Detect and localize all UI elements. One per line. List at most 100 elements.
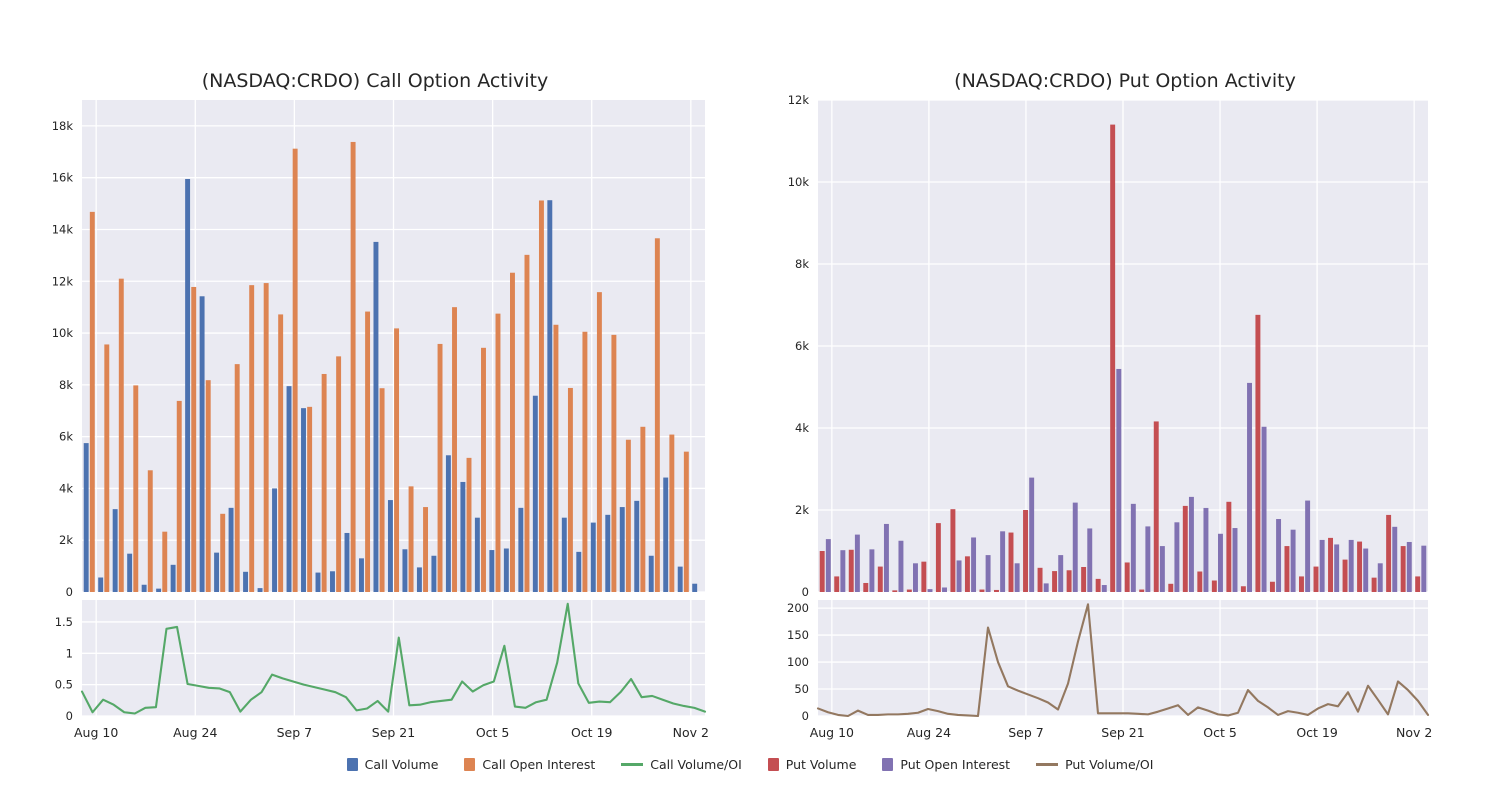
legend-item[interactable]: Put Volume [767, 757, 857, 772]
bar [1269, 581, 1275, 592]
bar [431, 555, 437, 592]
y-tick-label: 6k [59, 430, 73, 444]
bar [1153, 421, 1159, 592]
bar [112, 509, 118, 592]
bar [214, 552, 220, 592]
bar [1319, 539, 1325, 592]
x-tick-label: Sep 21 [1101, 725, 1144, 740]
ratio-line [80, 602, 707, 715]
bar [1197, 571, 1203, 592]
y-tick-label-sub: 200 [787, 601, 809, 615]
bar [510, 272, 515, 592]
bar [1261, 426, 1267, 592]
bar [547, 200, 553, 592]
legend-label: Call Volume/OI [650, 757, 742, 772]
bar [1363, 548, 1369, 592]
y-tick-label-sub: 0 [802, 709, 809, 723]
bar [611, 334, 617, 592]
bar [538, 200, 544, 592]
bar [1328, 537, 1333, 592]
bar [336, 356, 342, 592]
y-tick-label: 4k [59, 481, 73, 495]
legend-item[interactable]: Call Volume/OI [621, 757, 742, 772]
bar [942, 587, 947, 592]
bar [466, 457, 472, 592]
y-tick-label: 2k [59, 533, 73, 547]
bar [481, 347, 486, 592]
put-chart-title: (NASDAQ:CRDO) Put Option Activity [954, 70, 1296, 92]
bar [654, 238, 660, 592]
y-tick-label: 10k [788, 175, 810, 189]
bar [1168, 583, 1174, 592]
y-tick-label: 6k [795, 339, 809, 353]
bar [234, 364, 240, 592]
bar [257, 588, 263, 592]
bar [1139, 589, 1145, 592]
bar [619, 507, 625, 592]
bar [408, 486, 414, 592]
bar [1188, 496, 1194, 592]
bar [553, 324, 559, 592]
bar [176, 400, 182, 592]
chart-legend: Call Volume Call Open Interest Call Volume… [0, 757, 1500, 772]
x-tick-label: Sep 21 [372, 725, 415, 740]
bar [191, 286, 197, 592]
bar [133, 385, 139, 592]
bar [1008, 532, 1014, 592]
bar [1211, 580, 1217, 592]
legend-item[interactable]: Put Open Interest [882, 757, 1010, 772]
bar [147, 470, 153, 592]
bar [228, 507, 234, 592]
legend-label: Call Open Interest [482, 757, 596, 772]
x-tick-label: Sep 7 [277, 725, 313, 740]
bar [840, 550, 846, 592]
y-tick-label: 4k [795, 421, 809, 435]
legend-swatch-icon [882, 758, 894, 771]
legend-item[interactable]: Put Volume/OI [1036, 757, 1153, 772]
bar [89, 211, 95, 592]
bar [503, 548, 509, 592]
bar [104, 344, 110, 592]
y-tick-label: 0 [802, 585, 809, 599]
bar [263, 283, 269, 592]
bar [663, 477, 669, 592]
bar [1218, 533, 1223, 592]
put-option-activity-panel: (NASDAQ:CRDO) Put Option Activity 0 2k 4k 6… [750, 0, 1500, 750]
call-option-activity-panel: (NASDAQ:CRDO) Call Option Activity 0 2k 4k… [0, 0, 750, 750]
y-tick-label: 8k [59, 378, 73, 392]
bar [1101, 585, 1107, 592]
bar [1052, 571, 1058, 592]
x-tick-label: Sep 7 [1008, 725, 1044, 740]
bar [576, 551, 582, 592]
bar [1058, 555, 1064, 592]
bar [156, 588, 162, 592]
bar [321, 373, 327, 592]
bar [1130, 503, 1136, 592]
bar [634, 500, 640, 592]
bar [1276, 519, 1282, 592]
bar [1023, 510, 1028, 592]
bar [935, 523, 941, 592]
bar [683, 451, 689, 592]
bar [1284, 546, 1290, 592]
bar [185, 178, 191, 593]
bar [1406, 541, 1412, 592]
legend-item[interactable]: Call Open Interest [464, 757, 595, 772]
bar [1159, 546, 1165, 592]
legend-label: Put Volume [785, 757, 857, 772]
legend-item[interactable]: Call Volume [346, 757, 438, 772]
bar [524, 254, 530, 592]
bar [1305, 500, 1311, 592]
x-tick-label: Nov 2 [673, 725, 709, 740]
bar [863, 582, 869, 592]
bar [394, 328, 400, 592]
y-tick-label: 18k [52, 119, 74, 133]
bar [950, 509, 956, 592]
bar [956, 560, 962, 592]
bar [1116, 368, 1122, 592]
bar [1203, 507, 1209, 592]
bar [825, 539, 831, 592]
y-tick-label: 0 [66, 585, 73, 599]
bar [1247, 382, 1252, 592]
legend-line-icon [621, 763, 644, 766]
